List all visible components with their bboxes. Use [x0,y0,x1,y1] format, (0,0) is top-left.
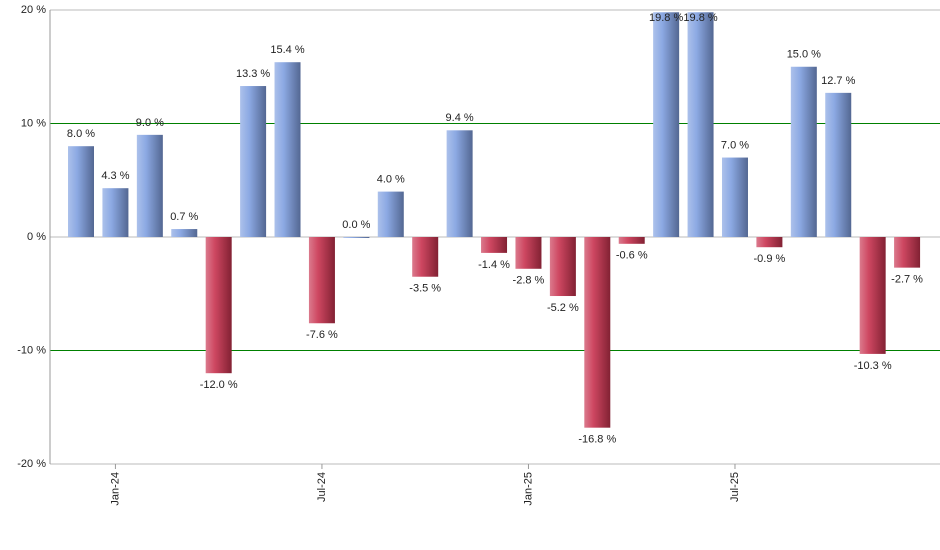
value-label: 0.7 % [170,211,198,223]
y-tick-label: 10 % [21,117,46,129]
bar [171,229,198,237]
bar [894,237,921,268]
bar [68,146,94,237]
bar [412,237,439,277]
value-label: -10.3 % [854,360,892,372]
bar [859,237,886,354]
x-tick-label: Jul-25 [729,472,741,502]
bar [687,12,714,237]
y-tick-label: 20 % [21,4,46,16]
value-label: 19.8 % [683,12,717,24]
bar [240,86,267,237]
bar [584,237,611,428]
value-label: 9.4 % [446,112,474,124]
bar [653,12,680,237]
value-label: -1.4 % [478,259,510,271]
bar [136,134,163,237]
value-label: -5.2 % [547,302,579,314]
value-label: -2.8 % [513,275,545,287]
x-tick-label: Jan-24 [109,472,121,506]
value-label: 15.0 % [787,49,821,61]
bar [343,237,370,238]
x-tick-label: Jul-24 [316,472,328,502]
bar [446,130,473,237]
bar [756,237,783,248]
value-label: -16.8 % [578,434,616,446]
value-label: -0.6 % [616,250,648,262]
bar [308,237,335,324]
value-label: -12.0 % [200,379,238,391]
value-label: 0.0 % [342,219,370,231]
value-label: -0.9 % [754,253,786,265]
value-label: 15.4 % [270,44,304,56]
bar [481,237,508,253]
bar [515,237,542,269]
value-label: -3.5 % [409,283,441,295]
value-label: 9.0 % [136,117,164,129]
bar [618,237,645,244]
bar [790,66,817,237]
bar [274,62,301,238]
value-label: -7.6 % [306,329,338,341]
x-tick-label: Jan-25 [522,472,534,506]
bar [205,237,232,374]
value-label: 7.0 % [721,139,749,151]
value-label: 13.3 % [236,68,270,80]
bar [377,191,404,237]
bar [102,188,129,237]
value-label: 4.0 % [377,174,405,186]
y-tick-label: -10 % [17,344,46,356]
value-label: -2.7 % [891,274,923,286]
value-label: 19.8 % [649,12,683,24]
bar [549,237,576,297]
value-label: 8.0 % [67,128,95,140]
y-tick-label: -20 % [17,458,46,470]
value-label: 4.3 % [101,170,129,182]
value-label: 12.7 % [821,75,855,87]
bar [721,157,748,237]
bar [825,92,852,237]
y-tick-label: 0 % [27,231,46,243]
